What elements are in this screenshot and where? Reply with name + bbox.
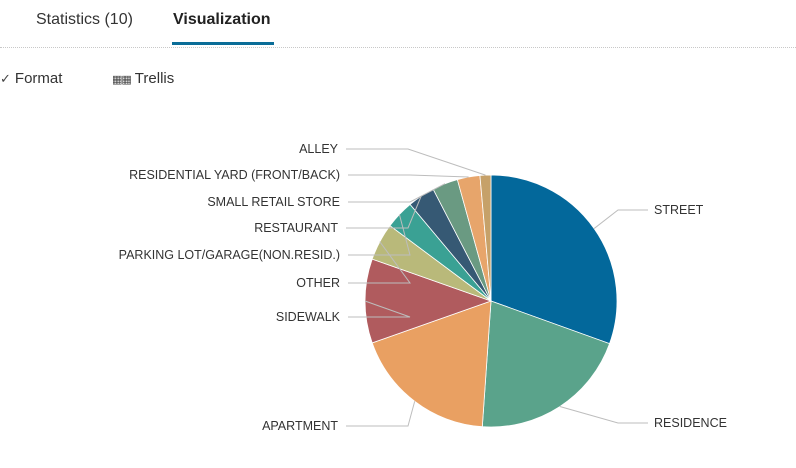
tab-visualization[interactable]: Visualization [173, 11, 271, 28]
trellis-label: Trellis [134, 70, 175, 87]
leader-line-restaurant [346, 195, 422, 229]
slice-labels: STREET RESIDENCE APARTMENT SIDEWALK OTHER PAR… [119, 142, 727, 433]
format-button[interactable]: ✓ Format [0, 70, 62, 87]
slice-label-street: STREET [654, 203, 704, 217]
leader-lines [346, 148, 648, 427]
leader-line-small-retail-store [348, 183, 446, 203]
slice-label-restaurant: RESTAURANT [254, 221, 338, 235]
slice-label-other: OTHER [296, 276, 340, 290]
leader-line-apartment [346, 401, 416, 427]
slice-label-alley: ALLEY [299, 142, 339, 156]
pie-slice-residence[interactable] [481, 300, 611, 428]
slice-label-residence: RESIDENCE [654, 416, 727, 430]
pie-slice-alley[interactable] [479, 174, 492, 302]
pie-slice-apartment[interactable] [371, 300, 492, 428]
leader-line-street [593, 209, 648, 229]
brush-icon: ✓ [0, 71, 11, 86]
leader-line-alley [346, 148, 486, 176]
tab-bar: Statistics (10) Visualization [0, 0, 796, 48]
grid-icon: ▦▦ [112, 74, 132, 86]
pie-chart: STREET RESIDENCE APARTMENT SIDEWALK OTHER PAR… [119, 142, 727, 433]
slice-label-apartment: APARTMENT [262, 419, 338, 433]
trellis-button[interactable]: ▦▦ Trellis [112, 70, 174, 87]
tab-statistics[interactable]: Statistics (10) [36, 11, 133, 28]
slice-label-parking-lot-garage-non-resid: PARKING LOT/GARAGE(NON.RESID.) [119, 248, 340, 262]
leader-line-residence [559, 406, 648, 424]
format-label: Format [14, 70, 63, 87]
leader-line-residential-yard-front-back [348, 174, 469, 178]
slice-label-sidewalk: SIDEWALK [276, 310, 341, 324]
active-tab-indicator [172, 42, 274, 45]
slice-label-residential-yard-front-back: RESIDENTIAL YARD (FRONT/BACK) [129, 168, 340, 182]
pie-slice-sidewalk[interactable] [364, 258, 493, 344]
leader-line-sidewalk [348, 300, 411, 318]
pie-slices [364, 174, 618, 428]
slice-label-small-retail-store: SMALL RETAIL STORE [207, 195, 340, 209]
